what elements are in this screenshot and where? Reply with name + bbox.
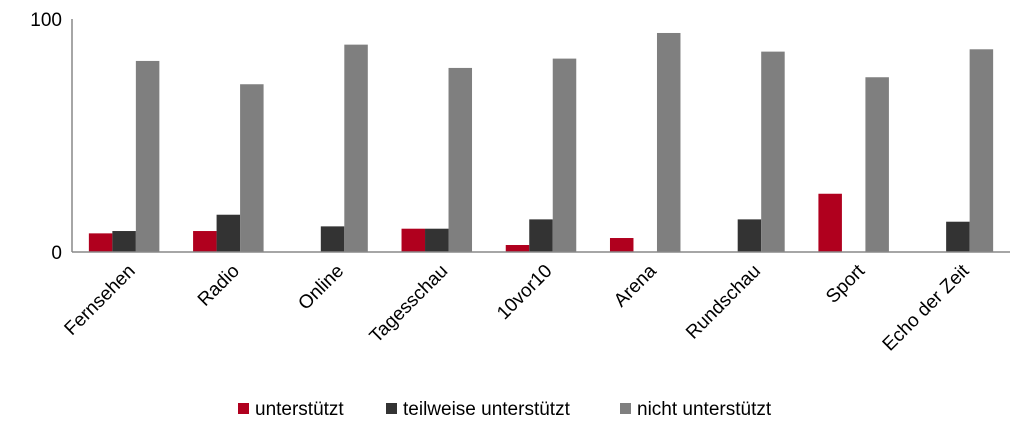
bar-radio-series-1 [216, 214, 241, 252]
x-tick-label: Sport [822, 260, 869, 307]
x-tick-label: Rundschau [682, 261, 765, 344]
bar-radio-series-0 [193, 231, 217, 252]
bar-rundschau-series-2 [761, 51, 785, 253]
x-tick-label: Online [294, 261, 348, 315]
bar-tagesschau-series-1 [425, 228, 449, 252]
bar-echo-der-zeit-series-1 [946, 221, 970, 252]
y-tick-label-0: 0 [51, 243, 62, 264]
bar-sport-series-2 [865, 77, 889, 252]
bar-rundschau-series-1 [737, 219, 762, 252]
bar-sport-series-0 [818, 193, 842, 252]
x-tick-label: 10vor10 [493, 261, 556, 324]
bar-radio-series-2 [240, 84, 264, 253]
legend-label-1: teilweise unterstützt [403, 399, 571, 420]
x-tick-labels: Fernsehen Radio Online Tagesschau 10vor10 Are… [61, 260, 974, 355]
bar-online-series-2 [344, 44, 368, 252]
bar-fernsehen-series-1 [112, 231, 136, 252]
bar-fernsehen-series-2 [135, 60, 160, 252]
y-tick-label-100: 100 [30, 10, 62, 31]
bar-fernsehen-series-0 [88, 233, 113, 252]
bar-online-series-1 [320, 226, 345, 252]
legend-label-0: unterstützt [255, 399, 344, 420]
bar-tagesschau-series-0 [401, 228, 426, 252]
x-tick-label: Radio [194, 261, 244, 311]
x-tick-label: Tagesschau [366, 261, 453, 348]
legend-swatch-2 [620, 403, 631, 414]
legend-label-2: nicht unterstützt [637, 399, 772, 420]
bar-10vor10-series-2 [552, 58, 577, 252]
bar-10vor10-series-0 [505, 245, 530, 252]
x-tick-label: Arena [610, 260, 661, 311]
legend: unterstützt teilweise unterstützt nicht un… [238, 399, 772, 420]
bar-echo-der-zeit-series-2 [969, 49, 994, 252]
bar-10vor10-series-1 [529, 219, 553, 252]
legend-swatch-0 [238, 403, 249, 414]
x-tick-label: Echo der Zeit [879, 260, 974, 355]
legend-swatch-1 [386, 403, 397, 414]
bars-group [88, 32, 994, 253]
bar-arena-series-2 [656, 32, 681, 253]
x-tick-label: Fernsehen [61, 261, 140, 340]
bar-arena-series-0 [609, 238, 634, 252]
bar-tagesschau-series-2 [448, 67, 473, 253]
